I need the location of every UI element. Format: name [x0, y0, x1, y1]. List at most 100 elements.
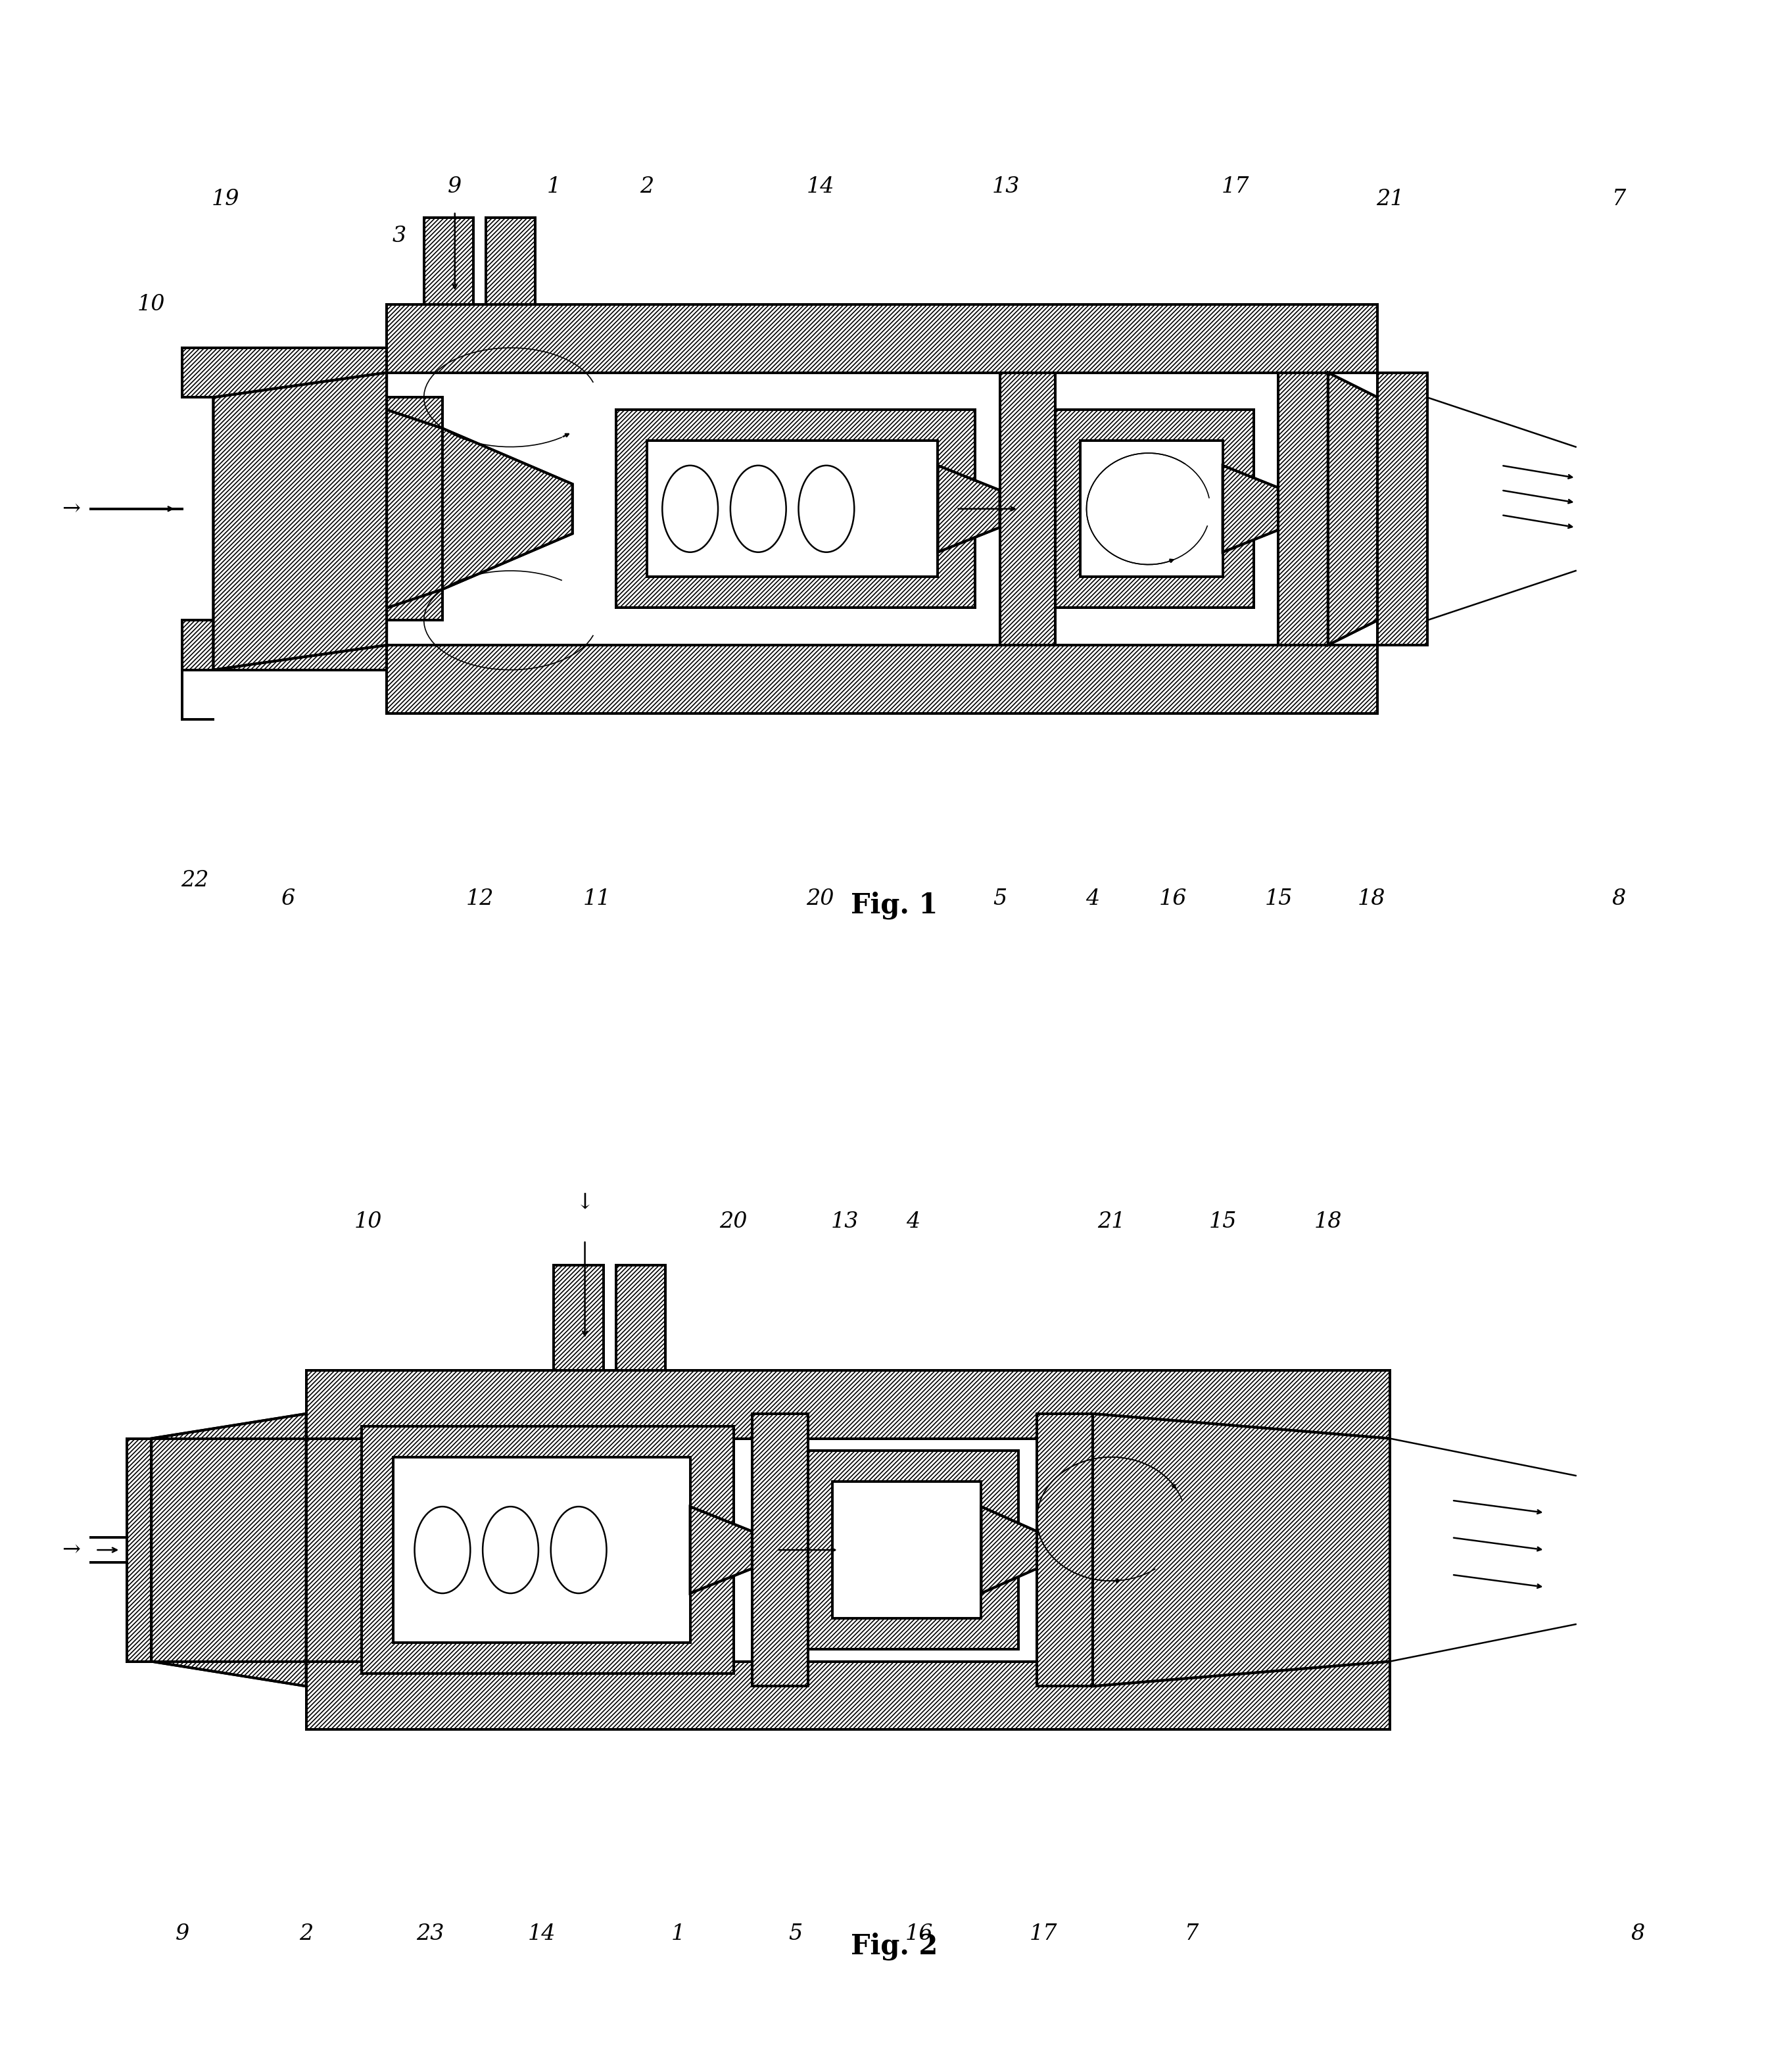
Bar	[615, 410, 975, 607]
Bar	[751, 1413, 809, 1687]
Text: 10: 10	[138, 294, 165, 315]
Bar	[1038, 1413, 1093, 1687]
Polygon shape	[691, 1506, 751, 1593]
Text: 20: 20	[719, 1212, 748, 1233]
Bar	[1378, 373, 1428, 644]
Text: 22: 22	[181, 870, 209, 891]
Bar	[386, 644, 1378, 713]
Bar	[1056, 410, 1254, 607]
Bar	[306, 1438, 361, 1662]
Bar	[127, 1438, 152, 1662]
Bar	[648, 441, 937, 576]
Text: 17: 17	[1029, 1923, 1057, 1944]
Bar	[182, 348, 386, 398]
Text: 18: 18	[1313, 1212, 1342, 1233]
Bar	[394, 1457, 691, 1643]
Bar	[751, 1413, 809, 1687]
Polygon shape	[213, 373, 386, 669]
Text: 1: 1	[547, 176, 562, 197]
Bar	[615, 410, 975, 607]
Text: Fig. 1: Fig. 1	[852, 891, 937, 920]
Bar	[306, 1662, 1390, 1730]
Bar	[555, 1266, 603, 1370]
Bar	[1279, 373, 1327, 644]
Bar	[306, 1370, 1390, 1438]
Polygon shape	[1327, 373, 1378, 644]
Bar	[832, 1481, 980, 1618]
Bar	[306, 1662, 1390, 1730]
Bar	[1038, 1413, 1093, 1687]
Bar	[1081, 441, 1222, 576]
Text: 18: 18	[1358, 889, 1385, 910]
Polygon shape	[1222, 466, 1285, 551]
Text: 12: 12	[465, 889, 494, 910]
Text: 17: 17	[1222, 176, 1249, 197]
Text: 11: 11	[583, 889, 612, 910]
Bar	[182, 348, 386, 398]
Bar	[809, 1450, 1018, 1649]
Bar	[361, 1426, 733, 1674]
Bar	[127, 1438, 152, 1662]
Text: 20: 20	[807, 889, 834, 910]
Bar	[487, 218, 535, 305]
Bar	[1378, 373, 1428, 644]
Polygon shape	[442, 429, 572, 588]
Bar	[1000, 373, 1056, 644]
Bar	[424, 218, 474, 305]
Bar	[1081, 441, 1222, 576]
Text: 4: 4	[1086, 889, 1100, 910]
Text: 21: 21	[1376, 189, 1404, 209]
Text: 1: 1	[671, 1923, 685, 1944]
Text: 21: 21	[1097, 1212, 1125, 1233]
Text: 7: 7	[1612, 189, 1626, 209]
Text: 15: 15	[1209, 1212, 1236, 1233]
Bar	[386, 644, 1378, 713]
Text: 8: 8	[1630, 1923, 1644, 1944]
Text: 2: 2	[640, 176, 653, 197]
Text: ↓: ↓	[576, 1193, 594, 1214]
Bar	[615, 1266, 666, 1370]
Bar	[386, 305, 1378, 373]
Bar	[615, 1266, 666, 1370]
Text: 16: 16	[1159, 889, 1188, 910]
Text: 3: 3	[392, 226, 406, 247]
Text: 14: 14	[528, 1923, 556, 1944]
Text: Fig. 2: Fig. 2	[852, 1933, 937, 1960]
Bar	[306, 1438, 361, 1662]
Polygon shape	[937, 466, 1000, 551]
Bar	[182, 620, 386, 669]
Bar	[1279, 373, 1327, 644]
Bar	[1000, 373, 1056, 644]
Bar	[809, 1450, 1018, 1649]
Bar	[182, 620, 386, 669]
Text: 10: 10	[354, 1212, 383, 1233]
Polygon shape	[386, 410, 442, 607]
Bar	[361, 1426, 733, 1674]
Bar	[394, 1457, 691, 1643]
Bar	[555, 1266, 603, 1370]
Bar	[1056, 410, 1254, 607]
Text: →: →	[61, 1539, 81, 1560]
Text: 9: 9	[447, 176, 462, 197]
Text: 8: 8	[1612, 889, 1626, 910]
Text: 15: 15	[1265, 889, 1292, 910]
Text: 5: 5	[993, 889, 1007, 910]
Bar	[648, 441, 937, 576]
Bar	[386, 305, 1378, 373]
Bar	[487, 218, 535, 305]
Text: →: →	[61, 497, 81, 520]
Text: 4: 4	[905, 1212, 920, 1233]
Bar	[386, 398, 442, 620]
Text: 7: 7	[1184, 1923, 1199, 1944]
Polygon shape	[980, 1506, 1038, 1593]
Text: 14: 14	[807, 176, 834, 197]
Text: 19: 19	[211, 189, 240, 209]
Polygon shape	[1093, 1413, 1390, 1687]
Text: 13: 13	[991, 176, 1020, 197]
Bar	[386, 398, 442, 620]
Polygon shape	[152, 1413, 306, 1687]
Bar	[306, 1370, 1390, 1438]
Text: 5: 5	[789, 1923, 803, 1944]
Text: 13: 13	[830, 1212, 859, 1233]
Text: 6: 6	[281, 889, 295, 910]
